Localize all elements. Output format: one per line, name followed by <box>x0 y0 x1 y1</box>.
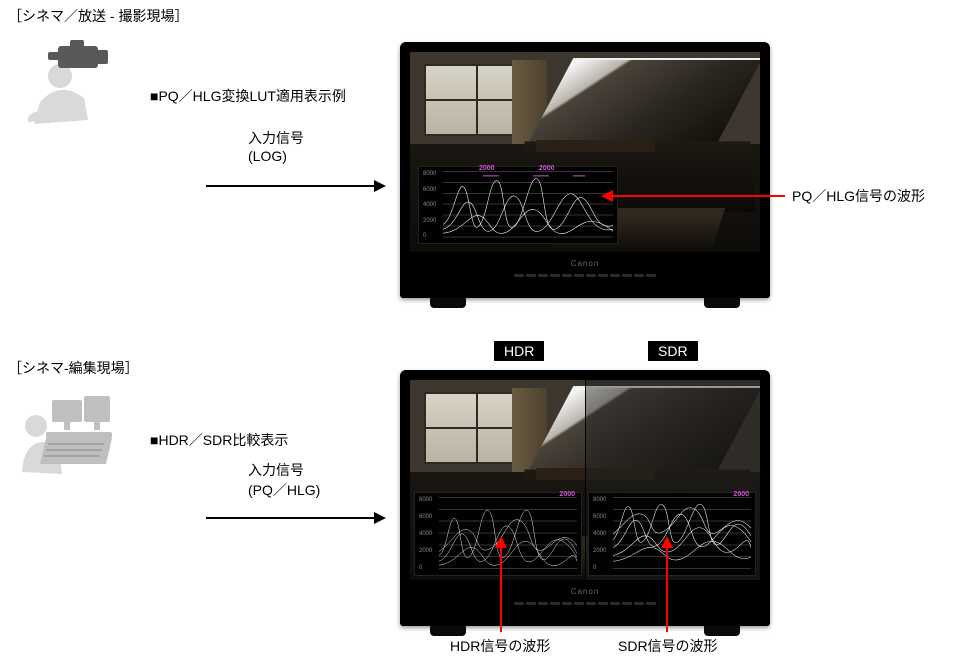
tick: 8000 <box>419 497 437 503</box>
cameraman-illustration <box>18 40 113 128</box>
s2-input-arrow <box>206 508 386 531</box>
monitor-1-screen: 8000 6000 4000 2000 0 2000 2000 <box>410 52 760 252</box>
tick: 0 <box>423 233 441 239</box>
tick: 4000 <box>419 531 437 537</box>
sdr-callout-label: SDR信号の波形 <box>618 636 718 656</box>
section-1-title: ■PQ／HLG変換LUT適用表示例 <box>150 86 346 106</box>
tick: 0 <box>593 565 611 571</box>
s1-input-line1: 入力信号 <box>248 128 304 148</box>
sdr-badge: SDR <box>648 341 698 361</box>
section-2-label: ［シネマ-編集現場］ <box>8 358 139 378</box>
s1-waveform-panel: 8000 6000 4000 2000 0 2000 2000 <box>418 166 618 244</box>
monitor-2-screen: 8000 6000 4000 2000 0 2000 <box>410 380 760 580</box>
wave-svg <box>443 171 613 239</box>
hdr-callout-label: HDR信号の波形 <box>450 636 550 656</box>
tick: 2000 <box>593 548 611 554</box>
tick: 2000 <box>423 218 441 224</box>
monitor-controls <box>400 266 770 284</box>
sdr-callout-arrow <box>660 536 674 635</box>
s1-input-arrow <box>206 176 386 199</box>
monitor-2: 8000 6000 4000 2000 0 2000 <box>400 370 770 636</box>
split-line <box>585 380 586 580</box>
tick: 2000 <box>419 548 437 554</box>
tick: 6000 <box>419 514 437 520</box>
s2-input-line2: (PQ／HLG) <box>248 480 320 500</box>
s1-callout-label: PQ／HLG信号の波形 <box>792 186 925 206</box>
wave-axis: 8000 6000 4000 2000 0 <box>423 171 441 239</box>
tick: 8000 <box>423 171 441 177</box>
monitor-1: 8000 6000 4000 2000 0 2000 2000 <box>400 42 770 308</box>
hdr-badge: HDR <box>494 341 544 361</box>
tick: 6000 <box>593 514 611 520</box>
monitor-controls <box>400 594 770 612</box>
section-2-title: ■HDR／SDR比較表示 <box>150 430 288 450</box>
tick: 0 <box>419 565 437 571</box>
editor-illustration <box>14 392 114 481</box>
s1-callout-arrow <box>601 189 785 206</box>
hdr-callout-arrow <box>494 536 508 635</box>
s1-input-line2: (LOG) <box>248 148 287 164</box>
tick: 4000 <box>423 202 441 208</box>
tick: 8000 <box>593 497 611 503</box>
tick: 4000 <box>593 531 611 537</box>
s2-input-line1: 入力信号 <box>248 460 304 480</box>
tick: 6000 <box>423 187 441 193</box>
section-1-label: ［シネマ／放送 - 撮影現場］ <box>8 6 188 26</box>
